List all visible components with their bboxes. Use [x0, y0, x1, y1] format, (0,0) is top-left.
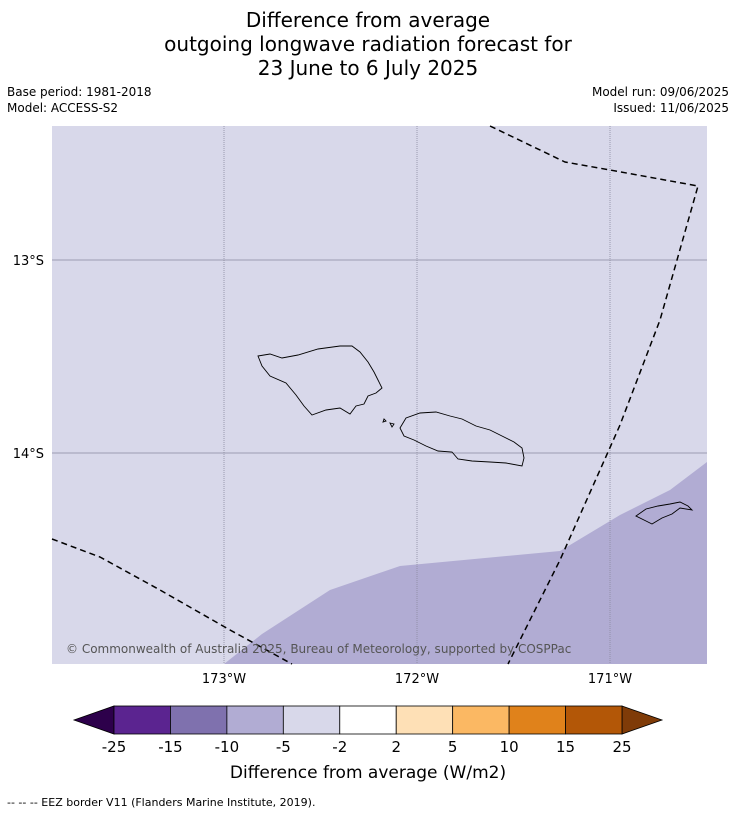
model-run: Model run: 09/06/2025 [591, 85, 729, 99]
eez-borders [51, 125, 699, 665]
lat-label-14s: 14°S [13, 447, 44, 462]
island-tutuila [635, 501, 694, 525]
island-manono [382, 418, 387, 423]
colorbar-bin [395, 705, 454, 735]
model-name: Model: ACCESS-S2 [7, 101, 119, 115]
title-line-3: 23 June to 6 July 2025 [257, 56, 479, 80]
lon-label-173w: 173°W [202, 672, 246, 687]
colorbar-title: Difference from average (W/m2) [230, 763, 506, 783]
title-line-2: outgoing longwave radiation forecast for [164, 32, 572, 56]
base-period: Base period: 1981-2018 [7, 85, 152, 99]
colorbar-tick-label: 15 [556, 738, 575, 756]
map-title: Difference from average outgoing longwav… [0, 8, 736, 80]
colorbar-extend-low [72, 705, 115, 735]
colorbar-extend-high [621, 705, 664, 735]
meta-right: Model run: 09/06/2025 Issued: 11/06/2025 [592, 84, 729, 116]
eez-footnote: -- -- -- EEZ border V11 (Flanders Marine… [7, 796, 316, 809]
colorbar-bin [113, 705, 171, 735]
anomaly-region [224, 462, 707, 664]
eez-border-north [489, 125, 699, 665]
colorbar: -25 -15 -10 -5 -2 2 5 10 15 25 Difference from av… [72, 705, 664, 783]
colorbar-bin [565, 705, 623, 735]
colorbar-bin [282, 705, 341, 735]
copyright-notice: © Commonwealth of Australia 2025, Bureau… [66, 642, 571, 656]
lat-label-13s: 13°S [13, 254, 44, 269]
colorbar-bin [170, 705, 228, 735]
colorbar-bins [113, 705, 623, 735]
eez-border-southwest [51, 538, 293, 665]
island-upolu [399, 411, 525, 467]
issued-date: Issued: 11/06/2025 [613, 101, 729, 115]
colorbar-tick-label: 10 [500, 738, 519, 756]
island-apolima [389, 422, 395, 428]
colorbar-tick-label: 25 [612, 738, 631, 756]
island-savaii [257, 345, 383, 416]
colorbar-tick-labels: -25 -15 -10 -5 -2 2 5 10 15 25 [102, 738, 632, 756]
colorbar-tick-label: 5 [448, 738, 458, 756]
colorbar-tick-label: 2 [391, 738, 401, 756]
colorbar-tick-label: -5 [276, 738, 291, 756]
colorbar-tick-label: -15 [158, 738, 183, 756]
colorbar-tick-label: -10 [215, 738, 240, 756]
colorbar-bin [452, 705, 510, 735]
colorbar-tick-label: -2 [332, 738, 347, 756]
coastlines [257, 345, 694, 525]
map-panel: © Commonwealth of Australia 2025, Bureau… [51, 125, 707, 665]
colorbar-tick-label: -25 [102, 738, 127, 756]
colorbar-bin [508, 705, 566, 735]
gridlines [52, 126, 707, 664]
meta-left: Base period: 1981-2018 Model: ACCESS-S2 [7, 84, 152, 116]
lon-label-172w: 172°W [395, 672, 439, 687]
lon-label-171w: 171°W [588, 672, 632, 687]
colorbar-bin [226, 705, 284, 735]
title-line-1: Difference from average [245, 8, 491, 32]
colorbar-bin [339, 705, 397, 735]
